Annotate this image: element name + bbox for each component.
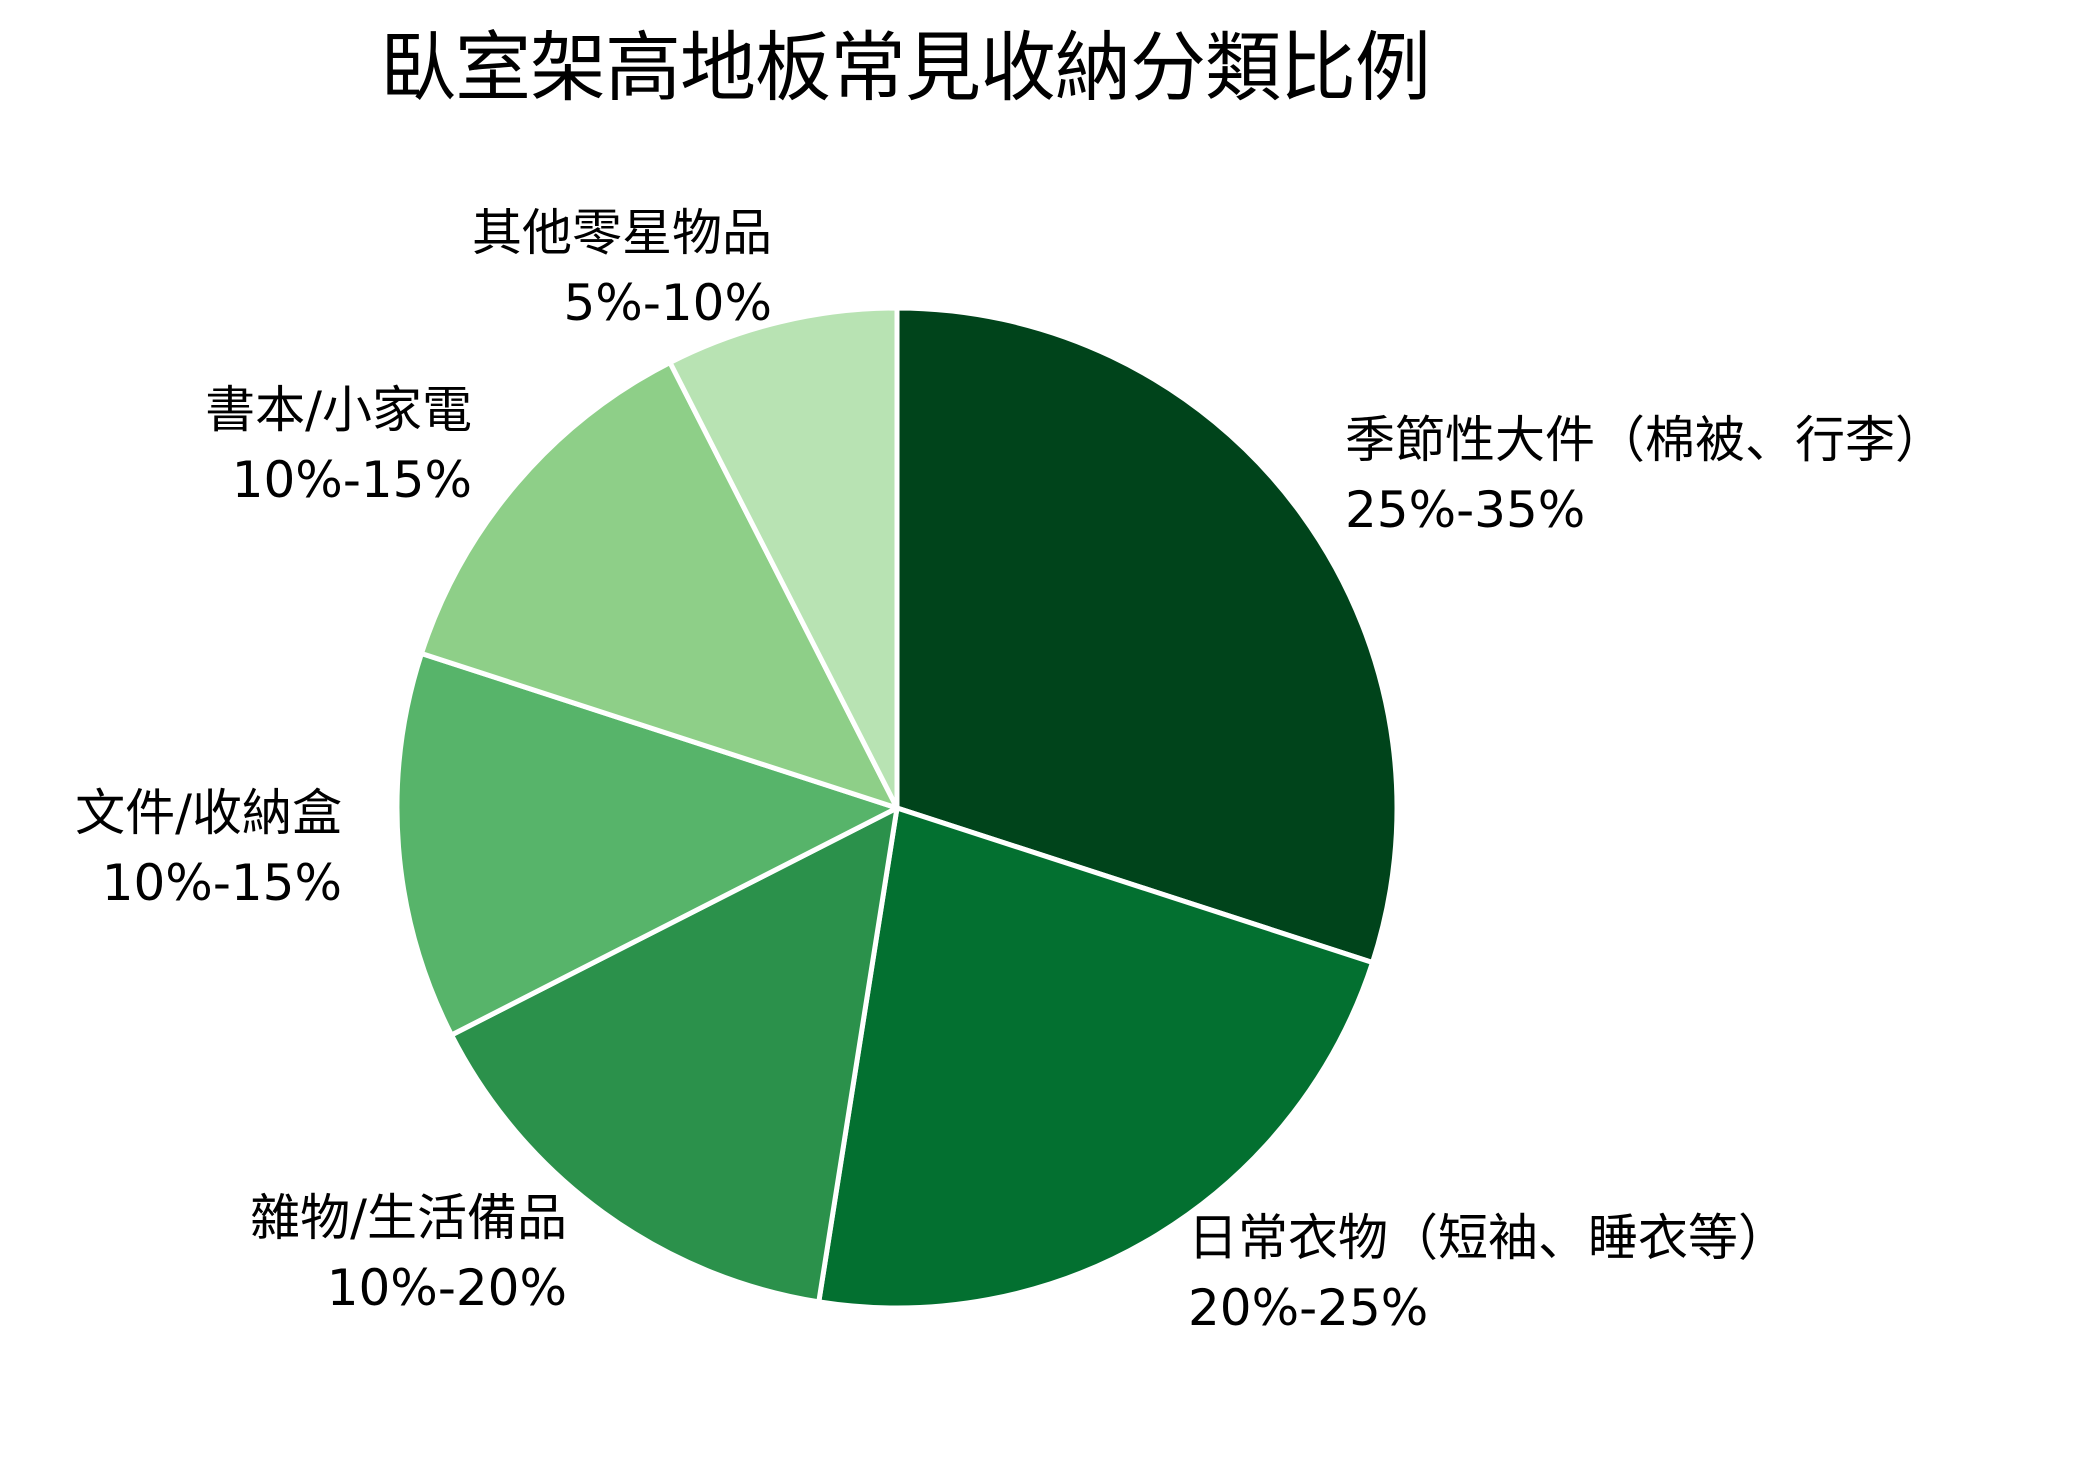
slice-label-seasonal-bulky: 季節性大件（棉被、行李） 25%-35% — [1345, 405, 1945, 545]
slice-label-name: 雜物/生活備品 — [250, 1189, 567, 1247]
slice-label-books-appliances: 書本/小家電 10%-15% — [205, 375, 472, 515]
slice-label-documents: 文件/收納盒 10%-15% — [75, 778, 342, 918]
slice-label-range: 10%-20% — [326, 1259, 567, 1317]
slice-label-range: 10%-15% — [231, 451, 472, 509]
slice-label-name: 其他零星物品 — [472, 204, 772, 262]
pie-slices — [394, 305, 1400, 1311]
pie-slice — [667, 305, 900, 811]
pie-slice — [816, 805, 1376, 1311]
slice-label-name: 文件/收納盒 — [75, 784, 342, 842]
slice-label-sundries: 雜物/生活備品 10%-20% — [250, 1183, 567, 1323]
slice-label-name: 書本/小家電 — [205, 381, 472, 439]
slice-label-range: 25%-35% — [1345, 481, 1586, 539]
slice-label-range: 5%-10% — [563, 274, 773, 332]
slice-label-range: 20%-25% — [1188, 1279, 1429, 1337]
pie-slice — [394, 650, 900, 1038]
pie-slice — [449, 805, 900, 1305]
chart-title: 臥室架高地板常見收納分類比例 — [380, 23, 1431, 112]
slice-label-daily-clothing: 日常衣物（短袖、睡衣等） 20%-25% — [1188, 1203, 1788, 1343]
slice-label-name: 日常衣物（短袖、睡衣等） — [1188, 1209, 1788, 1267]
slice-label-range: 10%-15% — [101, 854, 342, 912]
pie-slice — [894, 305, 1400, 966]
slice-label-misc: 其他零星物品 5%-10% — [472, 198, 772, 338]
pie-slice — [418, 360, 900, 811]
slice-label-name: 季節性大件（棉被、行李） — [1345, 411, 1945, 469]
